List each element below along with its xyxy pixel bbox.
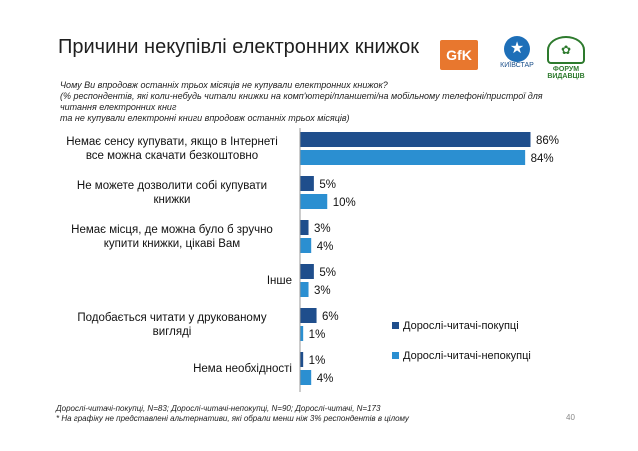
data-label: 86% <box>536 135 559 147</box>
slide-title: Причини некупівлі електронних книжок <box>58 36 419 58</box>
bar-nonbuyers <box>300 150 526 165</box>
category-label-line: купити книжки, цікаві Вам <box>103 237 241 250</box>
data-label: 3% <box>314 223 331 235</box>
bar-buyers <box>300 220 309 235</box>
bar-nonbuyers <box>300 326 304 341</box>
book-icon: ✿ <box>547 36 585 64</box>
category-label: Немає сенсу купувати, якщо в Інтернеті вс… <box>50 135 294 163</box>
subtitle-line: читання електронних книг <box>60 102 177 112</box>
star-icon: ★ <box>504 36 530 62</box>
category-label: Інше <box>267 274 292 288</box>
legend-item-buyers: Дорослі-читачі-покупці <box>392 320 519 332</box>
bar-buyers <box>300 308 317 323</box>
category-label-line: вигляді <box>152 325 192 338</box>
bar-buyers <box>300 176 314 191</box>
legend-label-nonbuyers: Дорослі-читачі-непокупці <box>403 350 531 362</box>
category-label-line: Немає місця, де можна було б зручно <box>71 223 273 236</box>
question-subtitle: Чому Ви впродовж останніх трьох місяців … <box>60 80 560 124</box>
category-label: Не можете дозволити собі купувати книжки <box>50 179 294 207</box>
subtitle-line: Чому Ви впродовж останніх трьох місяців … <box>60 80 388 90</box>
data-label: 84% <box>531 153 554 165</box>
forum-logo: ✿ ФОРУМ ВИДАВЦІВ <box>544 36 588 84</box>
data-label: 1% <box>309 355 326 367</box>
footnote-sample: Дорослі-читачі-покупці, N=83; Дорослі-чи… <box>56 404 381 413</box>
kyivstar-logo-text: КИЇВСТАР <box>500 62 534 69</box>
forum-logo-text: ФОРУМ ВИДАВЦІВ <box>547 66 585 80</box>
data-label: 3% <box>314 285 331 297</box>
footnotes: Дорослі-читачі-покупці, N=83; Дорослі-чи… <box>56 404 409 424</box>
gfk-logo: GfK <box>440 40 478 70</box>
category-label: Нема необхідності <box>193 362 292 376</box>
category-label-line: Подобається читати у друкованому <box>77 311 267 324</box>
data-label: 4% <box>317 373 334 385</box>
data-label: 5% <box>319 267 336 279</box>
bar-nonbuyers <box>300 370 312 385</box>
bar-buyers <box>300 264 314 279</box>
legend-item-nonbuyers: Дорослі-читачі-непокупці <box>392 350 531 362</box>
legend-swatch-buyers <box>392 321 399 329</box>
category-label-line: книжки <box>153 193 191 206</box>
data-label: 1% <box>309 329 326 341</box>
bar-nonbuyers <box>300 282 309 297</box>
legend-label-buyers: Дорослі-читачі-покупці <box>403 320 519 332</box>
category-label: Подобається читати у друкованому вигляді <box>50 311 294 339</box>
category-label-line: Інше <box>266 274 292 287</box>
bar-buyers <box>300 352 304 367</box>
data-label: 10% <box>333 197 356 209</box>
data-label: 4% <box>317 241 334 253</box>
subtitle-line: (% респондентів, які коли-небудь читали … <box>60 91 543 101</box>
category-label-line: Нема необхідності <box>193 362 292 375</box>
data-label: 6% <box>322 311 339 323</box>
subtitle-line: та не купували електронні книги впродовж… <box>60 113 350 123</box>
category-label-line: все можна скачати безкоштовно <box>85 149 259 162</box>
category-label: Немає місця, де можна було б зручно купит… <box>50 223 294 251</box>
data-label: 5% <box>319 179 336 191</box>
bar-nonbuyers <box>300 194 328 209</box>
partner-logos: GfK ★ КИЇВСТАР ✿ ФОРУМ ВИДАВЦІВ <box>440 36 590 88</box>
bar-nonbuyers <box>300 238 312 253</box>
page-number: 40 <box>566 413 575 422</box>
bar-buyers <box>300 132 531 147</box>
kyivstar-logo: ★ КИЇВСТАР <box>496 36 538 84</box>
legend-swatch-nonbuyers <box>392 351 399 359</box>
footnote-note: * На графіку не представлені альтернатив… <box>56 414 409 423</box>
category-label-line: Не можете дозволити собі купувати <box>76 179 268 192</box>
category-label-line: Немає сенсу купувати, якщо в Інтернеті <box>66 135 278 148</box>
